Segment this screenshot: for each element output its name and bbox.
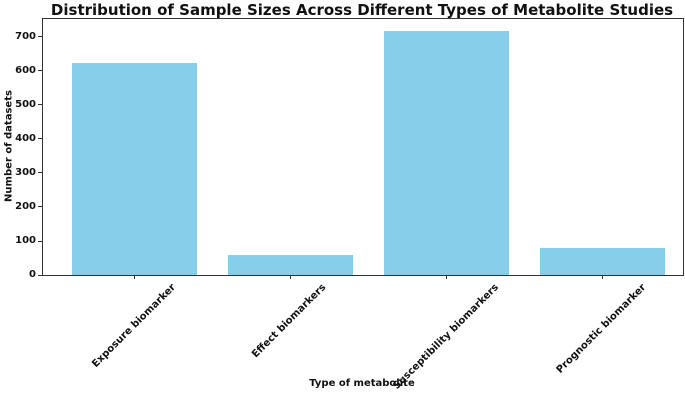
y-tick-label: 300 (15, 166, 36, 178)
chart-title: Distribution of Sample Sizes Across Diff… (50, 1, 674, 19)
x-tick-label-0: Exposure biomarker (89, 282, 178, 370)
bar-3 (539, 247, 665, 275)
y-tick-mark (38, 206, 42, 208)
x-axis-label: Type of metabolite (309, 378, 415, 389)
y-tick-mark (38, 36, 42, 38)
bar-1 (227, 254, 353, 275)
x-tick-mark (601, 275, 603, 279)
x-tick-mark (289, 275, 291, 279)
plot-area: 0 100 200 300 400 500 600 700 Exposure biomarker… (15, 18, 684, 392)
y-tick-mark (38, 274, 42, 276)
y-tick-label: 0 (29, 269, 36, 280)
y-tick-mark (38, 138, 42, 140)
x-tick-label-3: Prognostic biomarker (554, 282, 649, 376)
bar-0 (71, 63, 197, 275)
y-tick-mark (38, 70, 42, 72)
y-tick-label: 100 (15, 235, 36, 246)
y-tick-label: 400 (15, 132, 36, 144)
x-tick-mark (133, 275, 135, 279)
y-tick-label: 200 (15, 200, 36, 212)
y-tick-mark (38, 240, 42, 242)
x-tick-mark (445, 275, 447, 279)
y-tick-mark (38, 104, 42, 106)
y-tick-label: 500 (15, 98, 36, 110)
y-tick-label: 700 (15, 30, 36, 42)
bar-2 (383, 30, 509, 275)
x-tick-label-1: Effect biomarkers (250, 282, 329, 361)
x-tick-label-2: Susceptibility biomarkers (390, 282, 501, 392)
y-tick-label: 600 (15, 64, 36, 76)
y-tick-mark (38, 172, 42, 174)
